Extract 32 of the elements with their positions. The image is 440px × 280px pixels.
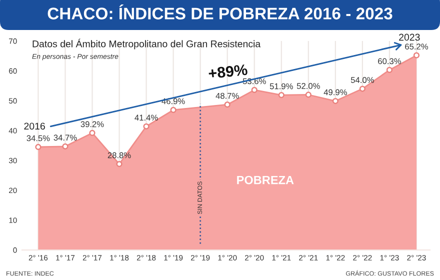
point	[332, 98, 338, 104]
chart-subtitle: Datos del Ámbito Metropolitano del Gran Resistencia	[32, 38, 261, 50]
point	[413, 52, 420, 58]
data-label: 48.7%	[216, 92, 239, 99]
series-label: POBREZA	[237, 176, 294, 184]
chart-title: CHACO: ÍNDICES DE POBREZA 2016 - 2023	[48, 4, 392, 20]
data-label: 65.2%	[405, 44, 428, 50]
data-label: 49.9%	[324, 89, 347, 96]
point	[359, 86, 366, 92]
data-label: 54.0%	[350, 77, 374, 83]
data-label: 41.4%	[134, 114, 158, 121]
point	[305, 92, 312, 98]
data-label: 52.0%	[296, 83, 320, 89]
point	[116, 160, 122, 168]
point	[170, 106, 176, 114]
data-label: 34.5%	[26, 135, 50, 142]
point	[386, 66, 393, 74]
point	[278, 92, 284, 98]
point	[224, 102, 230, 108]
data-label: 34.7%	[54, 134, 77, 141]
point	[251, 86, 258, 94]
data-label: 51.9%	[270, 83, 293, 90]
text: 2023	[399, 34, 420, 41]
annotation: 2016	[24, 122, 45, 130]
data-label: 28.8%	[108, 152, 131, 158]
point	[89, 130, 96, 136]
point	[35, 144, 42, 150]
point	[143, 123, 150, 130]
point	[62, 143, 68, 150]
annotation: +89%	[208, 64, 248, 79]
data-label: 39.2%	[80, 121, 104, 128]
data-label: 60.3%	[378, 58, 401, 64]
